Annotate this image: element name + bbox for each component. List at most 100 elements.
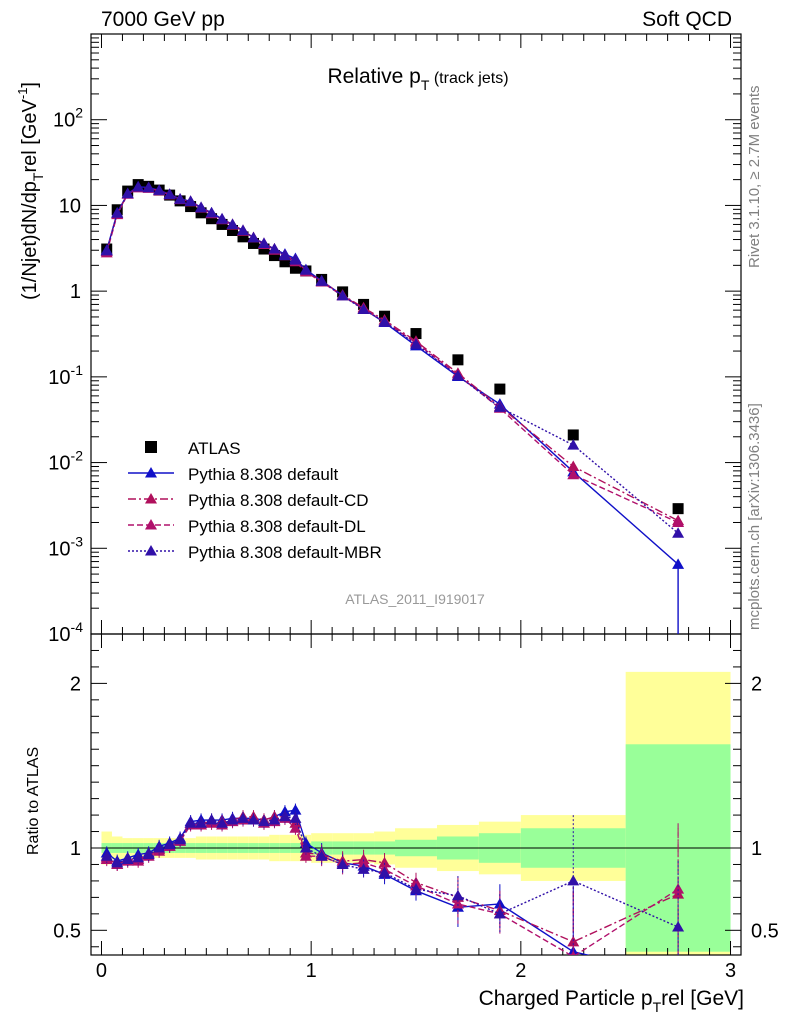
ratio-marker: [153, 842, 166, 853]
ratio-ylabel: Ratio to ATLAS: [25, 747, 42, 855]
legend: ATLAS Pythia 8.308 default Pythia 8.308 de…: [128, 439, 382, 562]
y-tick-label: 10-2: [48, 448, 83, 475]
series-marker: [257, 237, 270, 248]
legend-marker: [145, 519, 157, 530]
y-tick-label: 10-1: [48, 362, 83, 389]
data-point: [289, 262, 301, 274]
data-point: [268, 250, 280, 262]
ratio-marker: [357, 856, 370, 868]
series-marker: [237, 224, 250, 235]
data-point: [410, 328, 422, 340]
ratio-marker: [111, 856, 124, 868]
series-marker: [378, 315, 391, 327]
ratio-marker: [163, 838, 176, 850]
ratio-marker: [672, 970, 684, 981]
ratio-marker: [237, 812, 250, 823]
series-marker: [567, 468, 580, 480]
ratio-marker: [451, 889, 464, 901]
ratio-marker: [142, 848, 155, 860]
xlabel: Charged Particle pTrel [GeV]: [479, 987, 744, 1015]
data-point: [452, 354, 464, 366]
series-marker: [278, 249, 291, 261]
ratio-marker: [174, 833, 187, 845]
ratio-series-mbr: [100, 810, 685, 955]
ratio-marker: [247, 814, 260, 825]
series-marker: [672, 516, 685, 527]
series-marker: [357, 303, 370, 315]
legend-marker: [145, 493, 157, 504]
data-point: [672, 503, 684, 515]
main-ylabel: (1/Njet)dN/dpTrel [GeV-1]: [15, 82, 46, 300]
series-marker: [226, 218, 239, 229]
ratio-marker: [672, 883, 685, 894]
series-marker: [299, 264, 312, 275]
legend-label: Pythia 8.308 default: [188, 465, 339, 484]
ratio-series: [100, 803, 685, 981]
ratio-y-tick-label: 2: [751, 673, 762, 695]
data-point: [216, 218, 228, 230]
legend-item-mbr: Pythia 8.308 default-MBR: [128, 543, 382, 562]
ratio-marker: [289, 822, 302, 833]
series-marker: [195, 201, 208, 213]
legend-marker: [145, 545, 157, 556]
ratio-marker: [672, 921, 685, 932]
ratio-marker: [257, 815, 270, 827]
y-tick-label: 1: [70, 281, 81, 303]
header-left: 7000 GeV pp: [101, 8, 225, 31]
data-point: [248, 237, 259, 249]
main-title: Relative pT (track jets): [327, 65, 508, 93]
legend-marker: [145, 441, 157, 453]
ratio-y-tick-label: 2: [70, 673, 81, 695]
y-tick-label: 102: [53, 105, 83, 132]
legend-item-dl: Pythia 8.308 default-DL: [128, 517, 366, 536]
series-default: [100, 180, 685, 634]
main-y-ticks: [91, 37, 741, 635]
ratio-marker: [378, 866, 391, 878]
watermark: ATLAS_2011_I919017: [345, 591, 485, 607]
ratio-y-tick-label: 0.5: [53, 920, 81, 942]
series-line: [106, 186, 679, 634]
legend-label: ATLAS: [188, 439, 241, 458]
y-tick-label: 10: [59, 195, 81, 217]
legend-item-default: Pythia 8.308 default: [128, 465, 339, 484]
ratio-marker: [357, 863, 370, 874]
ratio-marker: [132, 851, 145, 863]
data-point: [195, 207, 207, 219]
header-right: Soft QCD: [642, 8, 732, 31]
ratio-marker: [567, 874, 580, 886]
series-marker: [268, 243, 281, 254]
legend-item-data: ATLAS: [145, 439, 241, 458]
ratio-marker: [410, 883, 422, 894]
series-marker: [153, 184, 166, 195]
x-tick-label: 0: [96, 960, 107, 982]
ratio-marker: [184, 817, 197, 828]
legend-label: Pythia 8.308 default-DL: [188, 517, 366, 536]
y-tick-label: 10-4: [48, 619, 83, 646]
ratio-marker: [336, 858, 349, 869]
data-point: [227, 224, 239, 236]
x-tick-label: 1: [306, 960, 317, 982]
series-marker: [567, 439, 580, 450]
series-marker: [174, 193, 187, 204]
data-point: [258, 243, 270, 255]
series-marker: [315, 275, 328, 286]
series-marker: [289, 254, 302, 265]
series-marker: [163, 188, 176, 200]
ratio-marker: [100, 850, 113, 861]
ratio-marker: [195, 817, 208, 828]
series-marker: [111, 207, 124, 218]
series-marker: [132, 181, 145, 192]
series-marker: [184, 195, 197, 207]
x-tick-label: 2: [515, 960, 526, 982]
legend-label: Pythia 8.308 default-MBR: [188, 543, 382, 562]
ratio-marker: [289, 812, 302, 823]
ratio-marker: [299, 842, 312, 853]
ratio-marker: [216, 817, 229, 828]
series-marker: [672, 558, 685, 569]
ratio-marker: [451, 897, 464, 909]
series-marker: [142, 181, 155, 193]
y-tick-label: 10-3: [48, 533, 83, 560]
series-marker: [121, 187, 134, 199]
legend-item-cd: Pythia 8.308 default-CD: [128, 491, 369, 510]
